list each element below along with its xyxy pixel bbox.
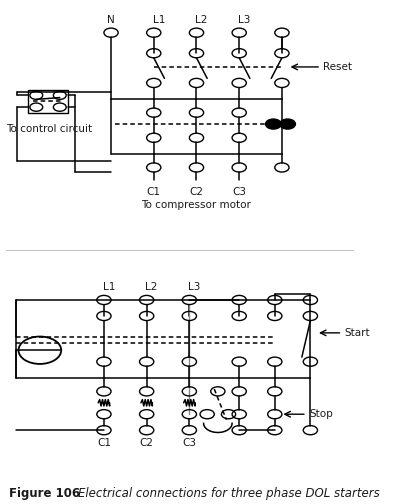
Text: C1: C1	[146, 186, 160, 197]
Circle shape	[279, 119, 295, 129]
Text: To control circuit: To control circuit	[7, 124, 92, 134]
Text: L2: L2	[195, 15, 207, 25]
Text: C2: C2	[189, 186, 203, 197]
Text: C3: C3	[231, 186, 245, 197]
Text: L1: L1	[103, 282, 115, 292]
Text: Figure 106: Figure 106	[9, 487, 80, 500]
Text: Start: Start	[344, 328, 369, 338]
Text: L3: L3	[237, 15, 250, 25]
Text: C2: C2	[139, 438, 153, 449]
Text: To compressor motor: To compressor motor	[141, 201, 251, 210]
Text: N: N	[107, 15, 115, 25]
Text: C3: C3	[182, 438, 196, 449]
Text: C1: C1	[97, 438, 111, 449]
Text: L1: L1	[152, 15, 164, 25]
Bar	[28, 90, 68, 112]
Text: Stop: Stop	[308, 409, 332, 419]
Circle shape	[265, 119, 281, 129]
Text: Reset: Reset	[322, 62, 351, 72]
Text: Electrical connections for three phase DOL starters: Electrical connections for three phase D…	[77, 487, 378, 500]
Text: L3: L3	[188, 282, 200, 292]
Text: L2: L2	[145, 282, 157, 292]
